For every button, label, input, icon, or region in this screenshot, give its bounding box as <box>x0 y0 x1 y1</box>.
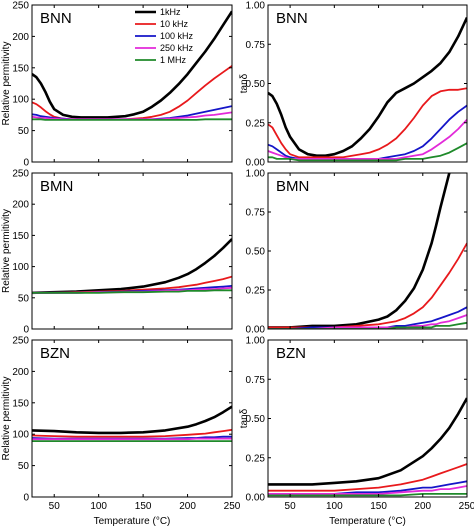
y-tick-label: 0.50 <box>246 247 266 258</box>
panel-2: 0.00 0.25 0.50 0.75 1.00 BNN tanδ <box>239 1 468 169</box>
y-tick-label: 1.00 <box>246 336 266 347</box>
series-250-khz <box>268 485 467 495</box>
y-tick-label: 0.75 <box>246 208 266 219</box>
y-tick-label: 0.50 <box>246 79 266 90</box>
x-axis-label: Temperature (°C) <box>329 516 406 527</box>
panel-title: BZN <box>276 345 306 362</box>
y-axis-label: Relative permitivity <box>1 377 12 461</box>
series-10-khz <box>268 242 467 329</box>
x-tick-label: 250 <box>224 501 241 512</box>
legend-label: 1kHz <box>160 7 181 17</box>
y-tick-label: 0.75 <box>246 375 266 386</box>
y-tick-label: 0.75 <box>246 40 266 51</box>
x-tick-label: 50 <box>49 501 61 512</box>
series-1khz <box>32 10 232 119</box>
series-1khz <box>268 17 467 157</box>
y-tick-label: 50 <box>18 461 30 472</box>
series-1-mhz <box>268 321 467 329</box>
y-tick-label: 50 <box>18 126 30 137</box>
y-tick-label: 200 <box>12 200 29 211</box>
x-tick-label: 150 <box>370 501 387 512</box>
panel-title: BMN <box>276 178 309 195</box>
x-axis-label: Temperature (°C) <box>94 516 171 527</box>
x-tick-label: 200 <box>179 501 196 512</box>
series-1khz <box>32 405 232 435</box>
panel-1: 0 50 100 150 200 250 BNN Relative permitivity 1k… <box>1 1 233 169</box>
legend-label: 1 MHz <box>160 55 187 65</box>
plot-frame <box>31 339 233 498</box>
series-250-khz <box>268 118 467 160</box>
y-tick-label: 0.00 <box>246 325 266 336</box>
x-tick-label: 250 <box>459 501 474 512</box>
y-tick-label: 0 <box>23 493 29 504</box>
legend-label: 250 kHz <box>160 43 194 53</box>
panel-title: BMN <box>40 178 73 195</box>
y-axis-label: Relative permitivity <box>1 42 12 126</box>
x-tick-label: 100 <box>326 501 343 512</box>
panel-4: 0.00 0.25 0.50 0.75 1.00 BMN <box>246 169 468 336</box>
series-1-mhz <box>32 289 232 294</box>
series-10-khz <box>268 463 467 492</box>
y-tick-label: 250 <box>12 336 29 347</box>
x-tick-label: 50 <box>285 501 297 512</box>
y-tick-label: 0.00 <box>246 493 266 504</box>
y-tick-label: 100 <box>12 262 29 273</box>
y-tick-label: 0.25 <box>246 286 266 297</box>
series-10-khz <box>32 65 232 121</box>
series-10-khz <box>268 87 467 159</box>
y-tick-label: 0.00 <box>246 158 266 169</box>
x-tick-label: 150 <box>135 501 152 512</box>
y-tick-label: 200 <box>12 32 29 43</box>
y-tick-label: 0.50 <box>246 414 266 425</box>
panel-title: BNN <box>276 10 308 27</box>
panel-title: BNN <box>40 10 72 27</box>
plot-frame <box>267 339 468 498</box>
y-axis-label: tanδ <box>239 73 250 93</box>
y-tick-label: 0 <box>23 158 29 169</box>
series-1-mhz <box>268 142 467 162</box>
plot-frame <box>267 172 468 330</box>
legend-label: 100 kHz <box>160 31 194 41</box>
series-250-khz <box>32 437 232 441</box>
y-axis-label: tanδ <box>239 408 250 428</box>
y-tick-label: 50 <box>18 293 30 304</box>
legend: 1kHz 10 kHz 100 kHz 250 kHz 1 MHz <box>135 7 194 65</box>
y-tick-label: 100 <box>12 430 29 441</box>
panel-6: 0.00 0.25 0.50 0.75 1.00 50 100 150 200 250 BZN tan… <box>239 336 474 527</box>
plot-frame <box>31 4 233 163</box>
panel-3: 0 50 100 150 200 250 BMN Relative permitivity <box>1 169 233 336</box>
series-1-mhz <box>268 493 467 497</box>
y-tick-label: 250 <box>12 169 29 180</box>
y-tick-label: 250 <box>12 1 29 12</box>
y-tick-label: 150 <box>12 398 29 409</box>
series-1khz <box>268 173 451 329</box>
y-tick-label: 200 <box>12 367 29 378</box>
x-tick-label: 100 <box>90 501 107 512</box>
panel-5: 0 50 100 150 200 250 50 100 150 200 250 BZN Relative… <box>1 336 241 527</box>
y-tick-label: 1.00 <box>246 169 266 180</box>
plot-frame <box>31 172 233 330</box>
y-tick-label: 100 <box>12 95 29 106</box>
y-tick-label: 150 <box>12 63 29 74</box>
y-tick-label: 150 <box>12 231 29 242</box>
legend-label: 10 kHz <box>160 19 189 29</box>
y-tick-label: 0.25 <box>246 453 266 464</box>
series-10-khz <box>32 428 232 438</box>
x-tick-label: 200 <box>414 501 431 512</box>
series-1khz <box>268 397 467 486</box>
plot-frame <box>267 4 468 163</box>
panel-title: BZN <box>40 345 70 362</box>
series-1-mhz <box>32 118 232 121</box>
series-1khz <box>32 238 232 295</box>
y-axis-label: Relative permitivity <box>1 209 12 293</box>
y-tick-label: 0.25 <box>246 118 266 129</box>
y-tick-label: 1.00 <box>246 1 266 12</box>
y-tick-label: 0 <box>23 325 29 336</box>
